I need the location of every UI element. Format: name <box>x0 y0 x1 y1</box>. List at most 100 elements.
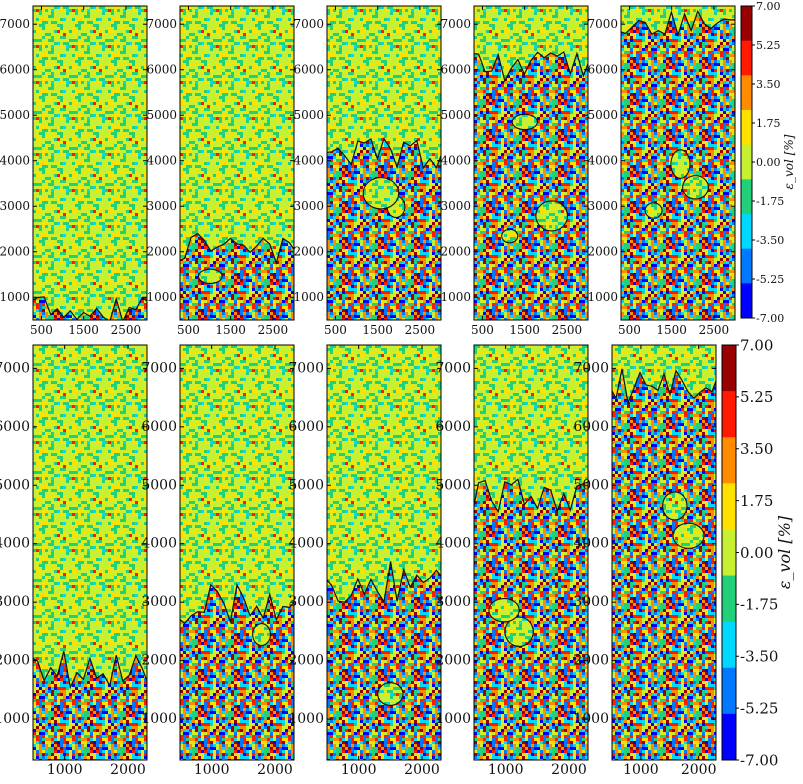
y-tick-label: 5000 <box>146 108 177 122</box>
panel-frame <box>32 5 148 321</box>
y-tick-label: 4000 <box>293 154 324 168</box>
y-tick-label: 6000 <box>440 63 471 77</box>
x-tick-label: 1000 <box>488 762 524 778</box>
colorbar-band <box>741 40 752 76</box>
y-tick-label: 1000 <box>0 711 30 727</box>
intact-island <box>197 268 223 285</box>
bottom-row-panels: 1000200030004000500060007000100020001000… <box>0 344 717 778</box>
panel-r2-3: 1000 2000 3000 4000 5000 6000 7000 1000 2000 <box>288 344 442 778</box>
y-tick-label: 7000 <box>0 360 30 376</box>
colorbar-band <box>741 179 752 215</box>
panel-r2-5: 1000 2000 3000 4000 5000 6000 7000 1000 2000 <box>573 344 717 778</box>
y-tick-label: 2000 <box>587 245 618 259</box>
colorbar-tick-label: 5.25 <box>740 388 773 406</box>
colorbar-tick-label: -7.00 <box>756 312 784 325</box>
intact-island <box>670 149 691 179</box>
intact-island <box>662 491 688 521</box>
y-tick-label: 3000 <box>0 594 30 610</box>
intact-island <box>252 622 272 647</box>
intact-island <box>682 175 709 200</box>
y-tick-label: 1000 <box>587 290 618 304</box>
y-tick-label: 6000 <box>141 419 177 435</box>
x-tick-label: 2000 <box>404 762 440 778</box>
panel-frame <box>326 5 442 321</box>
colorbar-band <box>722 391 736 438</box>
colorbar-band <box>722 713 736 761</box>
damage-zone <box>474 478 588 760</box>
colorbar-band <box>741 214 752 250</box>
panel-r1-2: 1000 2000 3000 4000 5000 6000 7000 500 1500 2500 <box>146 5 295 337</box>
panel-frame <box>32 344 148 761</box>
y-tick-label: 7000 <box>146 17 177 31</box>
y-tick-label: 4000 <box>0 154 30 168</box>
y-tick-label: 3000 <box>587 199 618 213</box>
intact-island <box>377 682 404 706</box>
y-tick-label: 6000 <box>0 419 30 435</box>
y-tick-label: 2000 <box>0 245 30 259</box>
x-tick-label: 500 <box>30 323 53 337</box>
y-tick-label: 6000 <box>293 63 324 77</box>
colorbar-tick-label: 3.50 <box>756 78 781 91</box>
colorbar-band <box>722 575 736 623</box>
y-tick-label: 7000 <box>288 360 324 376</box>
colorbar-tick-label: 0.00 <box>756 156 781 169</box>
panel-r1-4: 1000 2000 3000 4000 5000 6000 7000 500 1500 2500 <box>440 5 589 337</box>
colorbar-tick-label: -5.25 <box>740 699 778 717</box>
y-tick-label: 3000 <box>146 199 177 213</box>
colorbar-tick-label: -3.50 <box>756 234 784 247</box>
y-tick-label: 6000 <box>587 63 618 77</box>
colorbar-tick-label: 0.00 <box>740 544 773 562</box>
colorbar-tick-label: 1.75 <box>740 492 773 510</box>
intact-island <box>501 228 519 244</box>
x-tick-label: 1500 <box>362 323 393 337</box>
y-tick-label: 4000 <box>587 154 618 168</box>
y-tick-label: 2000 <box>0 653 30 669</box>
y-tick-label: 1000 <box>293 290 324 304</box>
colorbar-tick-label: 5.25 <box>756 39 781 52</box>
x-tick-label: 500 <box>618 323 641 337</box>
damage-zone <box>33 651 147 760</box>
y-tick-label: 5000 <box>440 108 471 122</box>
x-tick-label: 2000 <box>257 762 293 778</box>
colorbar-tick-label: -5.25 <box>756 273 784 286</box>
y-tick-label: 4000 <box>146 154 177 168</box>
y-tick-label: 5000 <box>587 108 618 122</box>
panel-frame <box>611 344 717 761</box>
y-tick-label: 4000 <box>288 536 324 552</box>
x-tick-label: 2500 <box>111 323 142 337</box>
y-tick-label: 4000 <box>141 536 177 552</box>
y-tick-label: 6000 <box>0 63 30 77</box>
y-tick-label: 2000 <box>141 653 177 669</box>
damage-zone <box>474 51 588 320</box>
colorbar-tick-label: -1.75 <box>740 596 778 614</box>
intact-field <box>33 6 147 320</box>
colorbar-band <box>741 283 752 319</box>
panel-r1-5: 1000 2000 3000 4000 5000 6000 7000 500 1500 2500 <box>587 5 736 337</box>
y-tick-label: 1000 <box>440 290 471 304</box>
y-tick-label: 3000 <box>440 199 471 213</box>
x-tick-label: 1000 <box>623 762 659 778</box>
colorbar-band <box>722 667 736 715</box>
y-tick-label: 7000 <box>293 17 324 31</box>
x-tick-label: 500 <box>177 323 200 337</box>
y-tick-label: 1000 <box>141 711 177 727</box>
x-tick-label: 1000 <box>47 762 83 778</box>
panel-r2-2: 1000 2000 3000 4000 5000 6000 7000 1000 2000 <box>141 344 295 778</box>
panel-r1-1: 1000 2000 3000 4000 5000 6000 7000 500 1500 2500 <box>0 5 148 337</box>
colorbar-band <box>741 248 752 284</box>
x-tick-label: 1000 <box>194 762 230 778</box>
intact-island <box>644 202 663 219</box>
y-tick-label: 5000 <box>141 477 177 493</box>
damage-zone <box>612 368 716 760</box>
y-tick-label: 7000 <box>587 17 618 31</box>
y-tick-label: 2000 <box>573 653 609 669</box>
y-tick-label: 1000 <box>146 290 177 304</box>
y-tick-label: 4000 <box>435 536 471 552</box>
y-tick-label: 3000 <box>141 594 177 610</box>
panel-frame <box>473 5 589 321</box>
panel-frame <box>179 344 295 761</box>
y-tick-label: 4000 <box>440 154 471 168</box>
x-tick-label: 1500 <box>68 323 99 337</box>
panel-r1-3: 1000 2000 3000 4000 5000 6000 7000 500 1500 2500 <box>293 5 442 337</box>
x-tick-label: 2500 <box>405 323 436 337</box>
